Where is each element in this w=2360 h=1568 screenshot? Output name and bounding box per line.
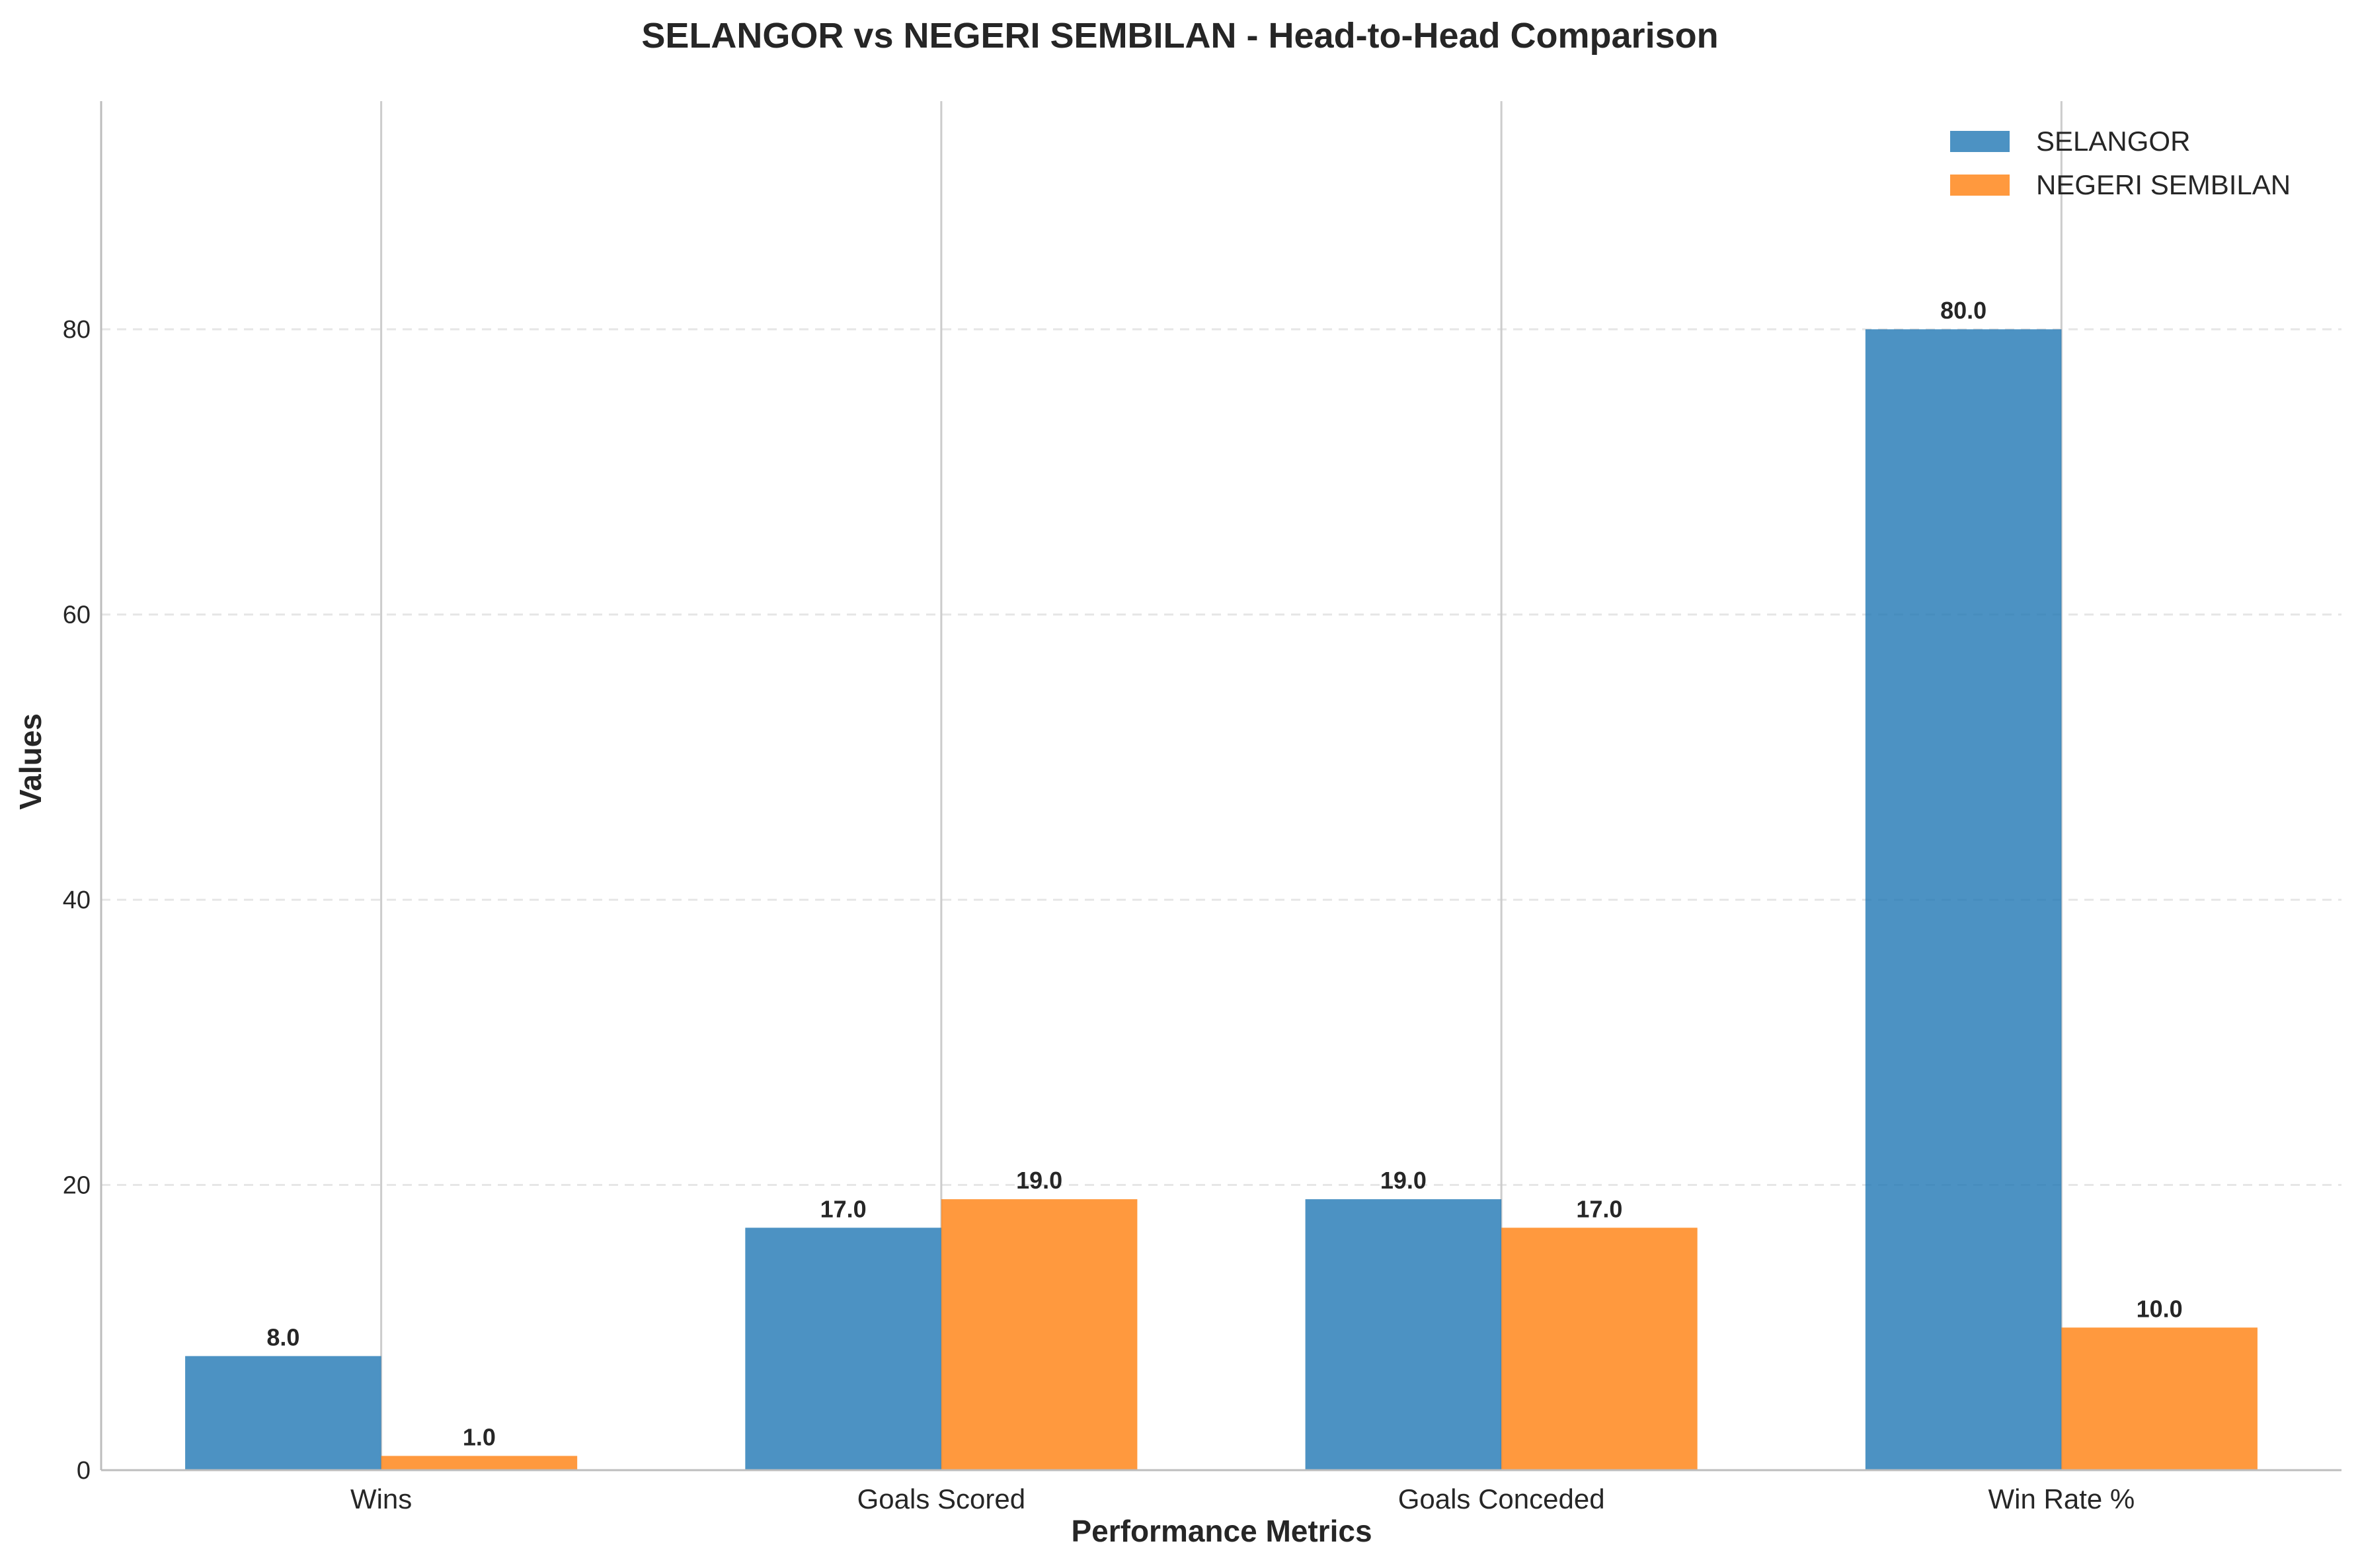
x-category-label: Win Rate % bbox=[1988, 1483, 2135, 1514]
bar-selangor bbox=[1865, 329, 2062, 1471]
y-tick-label: 0 bbox=[77, 1457, 91, 1485]
legend-label: SELANGOR bbox=[2036, 126, 2190, 157]
bar-value-label: 80.0 bbox=[1940, 297, 1986, 324]
bar-negeri-sembilan bbox=[1501, 1228, 1698, 1470]
bar-negeri-sembilan bbox=[941, 1199, 1138, 1470]
bar-value-label: 10.0 bbox=[2137, 1295, 2183, 1322]
bar-selangor bbox=[745, 1228, 941, 1470]
legend-label: NEGERI SEMBILAN bbox=[2036, 169, 2291, 200]
legend-swatch bbox=[1950, 175, 2010, 196]
y-axis-title: Values bbox=[13, 713, 48, 810]
bar-value-label: 19.0 bbox=[1380, 1167, 1427, 1194]
bar-negeri-sembilan bbox=[2061, 1327, 2258, 1470]
bar-value-label: 17.0 bbox=[1576, 1195, 1622, 1222]
x-category-label: Goals Conceded bbox=[1398, 1483, 1605, 1514]
x-category-label: Wins bbox=[350, 1483, 412, 1514]
chart-title: SELANGOR vs NEGERI SEMBILAN - Head-to-He… bbox=[641, 16, 1718, 56]
bar-value-label: 1.0 bbox=[463, 1423, 496, 1450]
x-axis-title: Performance Metrics bbox=[1071, 1514, 1372, 1548]
bar-value-label: 17.0 bbox=[820, 1195, 867, 1222]
legend: SELANGOR NEGERI SEMBILAN bbox=[1950, 126, 2291, 200]
legend-swatch bbox=[1950, 131, 2010, 152]
y-tick-label: 80 bbox=[63, 316, 91, 344]
x-category-label: Goals Scored bbox=[857, 1483, 1025, 1514]
y-tick-label: 60 bbox=[63, 602, 91, 629]
bar-value-label: 8.0 bbox=[266, 1323, 299, 1351]
labels-layer: 8.0 17.0 19.0 80.0 1.0 19.0 17.0 10.0 bbox=[266, 297, 2182, 1450]
bar-value-label: 19.0 bbox=[1016, 1167, 1062, 1194]
bar-selangor bbox=[1305, 1199, 1502, 1470]
bar-negeri-sembilan bbox=[381, 1456, 578, 1470]
bars-layer bbox=[185, 329, 2258, 1471]
bar-selangor bbox=[185, 1356, 381, 1470]
y-tick-label: 20 bbox=[63, 1172, 91, 1200]
y-tick-label: 40 bbox=[63, 886, 91, 914]
axes-layer: 0 20 40 60 80 Wins Goals Scored Goals Conceded W… bbox=[63, 101, 2341, 1514]
